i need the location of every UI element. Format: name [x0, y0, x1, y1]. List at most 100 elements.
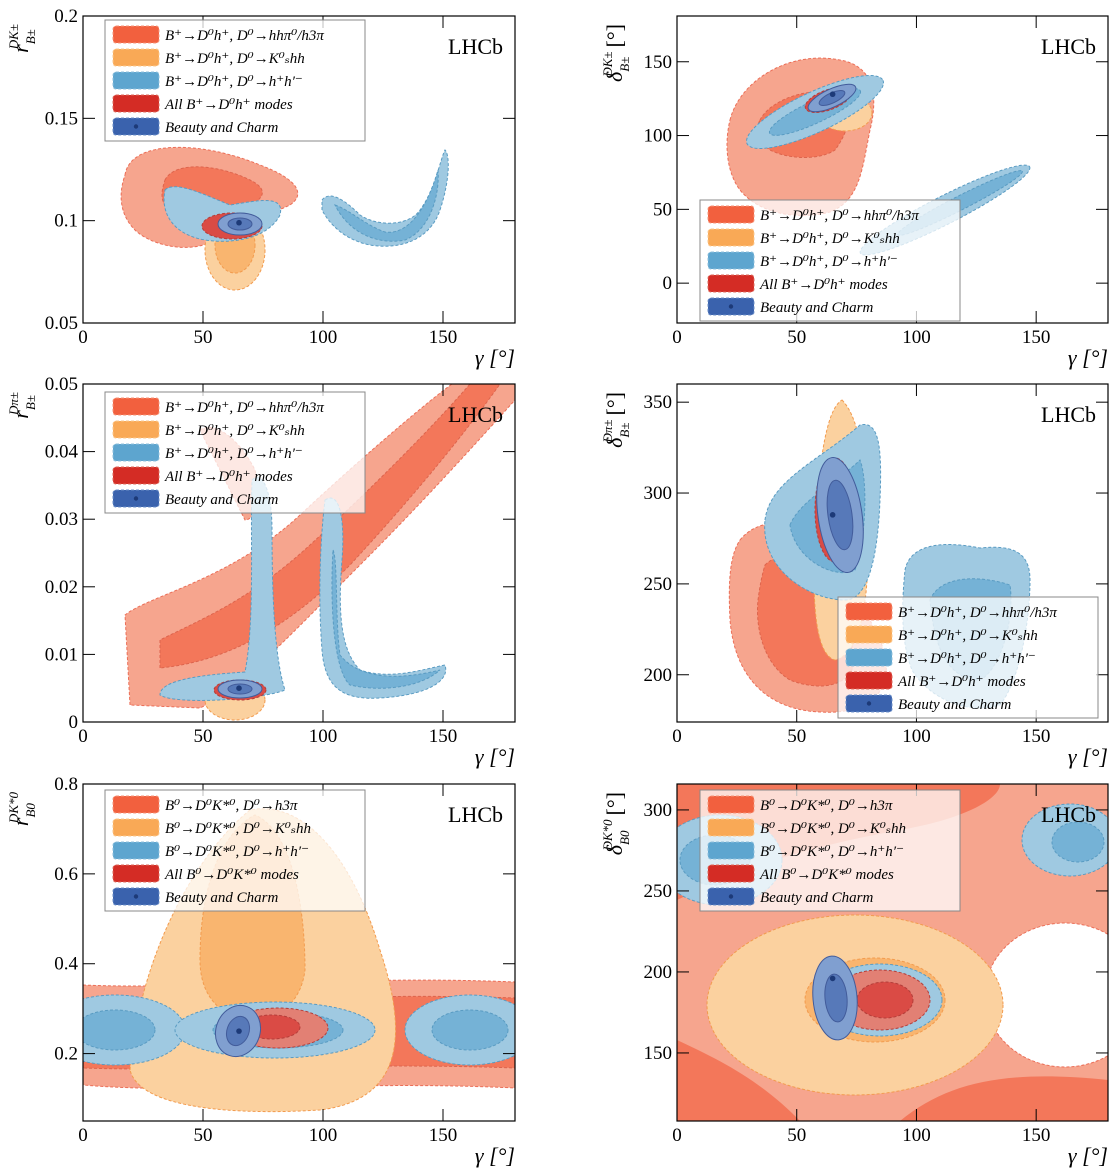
legend-swatch — [112, 94, 160, 113]
legend-swatch — [707, 818, 755, 837]
y-tick-label: 0.6 — [54, 864, 78, 885]
best-fit-point — [829, 512, 836, 518]
y-label-symbol: δ — [602, 71, 627, 82]
y-tick-label: 0.8 — [54, 774, 78, 795]
x-tick-label: 50 — [787, 327, 806, 348]
x-tick-label: 100 — [309, 327, 338, 348]
x-tick-label: 100 — [902, 327, 931, 348]
legend-swatch — [707, 251, 755, 270]
legend-dot — [133, 496, 139, 501]
legend-swatch — [112, 71, 160, 90]
legend-swatch — [707, 228, 755, 247]
legend-swatch — [112, 48, 160, 67]
y-tick-label: 350 — [644, 392, 673, 413]
axes-frame — [676, 783, 1109, 1122]
y-tick-label: 0 — [663, 273, 673, 294]
y-tick-label: 200 — [644, 962, 673, 983]
best-fit-point — [829, 975, 836, 982]
x-tick-label: 0 — [78, 327, 88, 348]
y-tick-label: 0.2 — [54, 6, 78, 27]
y-label-symbol: δ — [602, 437, 627, 448]
x-tick-label: 50 — [194, 327, 213, 348]
legend-swatch — [112, 864, 160, 883]
y-label-sub: B± — [617, 423, 632, 438]
x-tick-label: 0 — [78, 726, 88, 747]
legend-label: B⁺→D⁰h⁺, D⁰→hhπ⁰/h3π — [165, 28, 324, 44]
x-tick-label: 150 — [429, 327, 458, 348]
legend-label: B⁰→D⁰K*⁰, D⁰→h⁺h′⁻ — [165, 844, 309, 860]
legend-label: Beauty and Charm — [165, 120, 278, 136]
annotation: LHCb — [1041, 802, 1096, 827]
y-tick-label: 0.03 — [45, 509, 78, 530]
annotation: LHCb — [448, 402, 503, 427]
legend-label: All B⁺→D⁰h⁺ modes — [897, 674, 1026, 690]
y-tick-label: 50 — [653, 199, 672, 220]
y-tick-label: 300 — [644, 800, 673, 821]
legend-swatch — [707, 864, 755, 883]
x-tick-label: 150 — [1022, 327, 1051, 348]
legend-label: B⁺→D⁰h⁺, D⁰→hhπ⁰/h3π — [165, 400, 324, 416]
y-axis-label: rB±Dπ± — [6, 392, 38, 419]
y-label-sub: B0 — [617, 830, 632, 845]
legend-label: B⁺→D⁰h⁺, D⁰→K⁰ₛhh — [898, 628, 1038, 644]
y-axis-label: rB0DK*0 — [6, 792, 38, 827]
y-label-unit: [°] — [602, 392, 627, 415]
legend-label: Beauty and Charm — [165, 492, 278, 508]
y-tick-label: 150 — [644, 1043, 673, 1064]
y-tick-label: 200 — [644, 665, 673, 686]
legend-label: B⁺→D⁰h⁺, D⁰→h⁺h′⁻ — [165, 446, 303, 462]
best-fit-point — [236, 685, 242, 691]
legend-dot — [728, 894, 734, 899]
x-tick-label: 0 — [672, 1125, 682, 1146]
x-axis-label: γ [°] — [1068, 744, 1108, 769]
legend-swatch — [707, 841, 755, 860]
legend-label: Beauty and Charm — [760, 890, 873, 906]
y-tick-label: 0 — [69, 712, 79, 733]
legend-label: B⁰→D⁰K*⁰, D⁰→K⁰ₛhh — [760, 821, 906, 837]
x-tick-label: 150 — [429, 1125, 458, 1146]
panel: 0 50 100 150 0.05 0.1 0.15 0.2 γ [°] rB±DK± LHCb B⁺… — [6, 6, 516, 370]
x-axis-label: γ [°] — [1068, 1143, 1108, 1168]
legend-swatch — [707, 205, 755, 224]
x-tick-label: 50 — [787, 1125, 806, 1146]
legend-dot — [133, 124, 139, 129]
legend-label: B⁰→D⁰K*⁰, D⁰→h3π — [760, 798, 893, 814]
legend-label: Beauty and Charm — [165, 890, 278, 906]
y-label-sup: Dπ± — [600, 419, 615, 443]
x-tick-label: 50 — [787, 726, 806, 747]
legend-label: All B⁺→D⁰h⁺ modes — [164, 97, 293, 113]
legend-dot — [866, 701, 872, 706]
y-tick-label: 0.2 — [54, 1044, 78, 1065]
legend-label: B⁺→D⁰h⁺, D⁰→h⁺h′⁻ — [760, 254, 898, 270]
legend-swatch — [845, 671, 893, 690]
legend-swatch — [112, 818, 160, 837]
legend-label: Beauty and Charm — [760, 300, 873, 316]
legend-swatch — [112, 25, 160, 44]
x-axis-label: γ [°] — [475, 1143, 515, 1168]
legend-swatch — [112, 466, 160, 485]
x-tick-label: 100 — [309, 726, 338, 747]
legend-dot — [133, 894, 139, 899]
annotation: LHCb — [448, 34, 503, 59]
y-label-symbol: r — [8, 817, 33, 826]
y-label-sup: DK*0 — [600, 819, 615, 852]
annotation: LHCb — [1041, 34, 1096, 59]
annotation: LHCb — [1041, 402, 1096, 427]
legend-label: B⁺→D⁰h⁺, D⁰→K⁰ₛhh — [760, 231, 900, 247]
legend-swatch — [112, 420, 160, 439]
legend-label: B⁺→D⁰h⁺, D⁰→K⁰ₛhh — [165, 51, 305, 67]
y-tick-label: 0.01 — [45, 644, 78, 665]
x-tick-label: 150 — [1022, 726, 1051, 747]
y-label-sub: B± — [23, 395, 38, 410]
y-tick-label: 300 — [644, 483, 673, 504]
x-tick-label: 0 — [78, 1125, 88, 1146]
legend-swatch — [112, 795, 160, 814]
y-tick-label: 0.02 — [45, 577, 78, 598]
y-label-unit: [°] — [602, 24, 627, 47]
x-tick-label: 150 — [429, 726, 458, 747]
y-label-sup: DK± — [600, 51, 615, 77]
y-tick-label: 150 — [644, 52, 673, 73]
legend-label: Beauty and Charm — [898, 697, 1011, 713]
panel: 0 50 100 150 0.2 0.4 0.6 0.8 γ [°] rB0DK*0 LHCb B⁰→… — [6, 774, 516, 1168]
x-tick-label: 100 — [309, 1125, 338, 1146]
